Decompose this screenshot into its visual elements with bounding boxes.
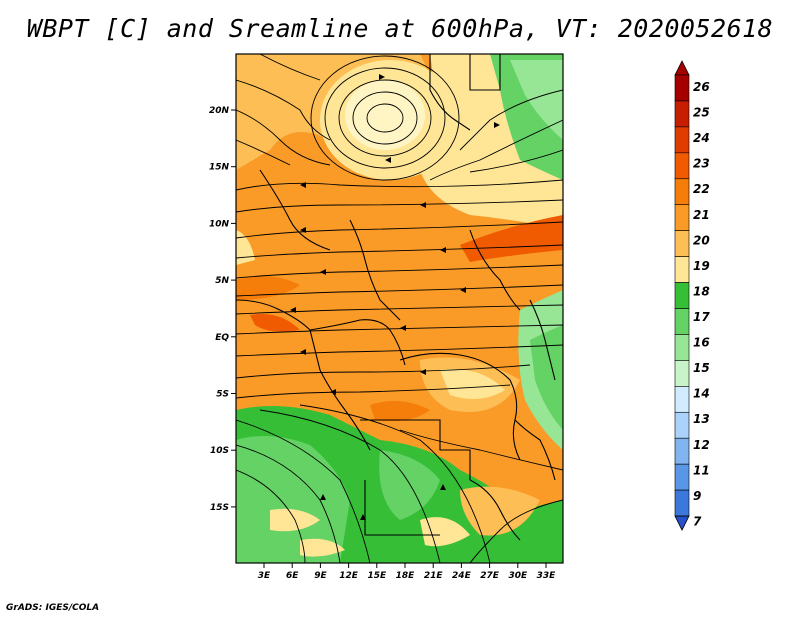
colorbar-segment: [674, 308, 690, 335]
colorbar-label: 20: [693, 233, 710, 247]
lat-tick-label: 10S: [210, 446, 229, 456]
lon-tick-label: 9E: [314, 571, 327, 581]
colorbar-label: 25: [693, 106, 710, 120]
colorbar-top-arrow: [674, 60, 690, 76]
lon-tick-label: 6E: [286, 571, 299, 581]
colorbar-label: 18: [693, 284, 710, 298]
colorbar-label: 24: [693, 131, 710, 145]
streamlines: [236, 54, 563, 563]
colorbar-segment: [674, 437, 690, 465]
colorbar-segment: [674, 100, 690, 128]
lat-tick-label: 5S: [216, 390, 229, 400]
colorbar-label: 7: [693, 514, 702, 528]
lat-tick-label: 15N: [209, 163, 230, 173]
colorbar-segment: [674, 463, 690, 491]
colorbar-label: 15: [693, 361, 710, 375]
map-frame: [235, 53, 564, 564]
country-borders: [236, 54, 556, 541]
lon-tick-label: 3E: [258, 571, 271, 581]
lat-tick-label: 15S: [210, 503, 229, 513]
lon-tick-label: 33E: [537, 571, 557, 581]
grads-credit: GrADS: IGES/COLA: [6, 603, 100, 613]
colorbar-segment: [674, 360, 690, 387]
colorbar-segment: [674, 178, 690, 206]
colorbar-label: 23: [693, 157, 710, 171]
lat-tick-label: 10N: [209, 219, 230, 229]
lat-tick-label: EQ: [215, 333, 229, 343]
latitude-axis: 20N 15N 10N 5N EQ 5S 10S 15S: [209, 106, 236, 513]
colorbar-label: 13: [693, 412, 710, 426]
colorbar-label: 17: [693, 310, 710, 324]
colorbar-segment: [674, 256, 690, 283]
colorbar-segment: [674, 126, 690, 154]
lon-tick-label: 18E: [396, 571, 416, 581]
colorbar-label: 22: [693, 182, 710, 196]
colorbar-segment: [674, 74, 690, 102]
colorbar-label: 11: [693, 463, 710, 477]
lat-tick-label: 20N: [209, 106, 230, 116]
longitude-axis: 3E 6E 9E 12E 15E 18E 21E 24E 27E 30E 33E: [258, 563, 556, 581]
colorbar-segment: [674, 204, 690, 231]
colorbar-labels: 26 25 24 23 22 21 20 19 18 17 16 15 14 13 12 11 9 7: [693, 80, 710, 528]
lon-tick-label: 21E: [424, 571, 444, 581]
colorbar-label: 16: [693, 336, 710, 350]
colorbar: [674, 60, 690, 531]
colorbar-label: 19: [693, 259, 710, 273]
lat-tick-label: 5N: [215, 276, 229, 286]
colorbar-segment: [674, 489, 690, 517]
colorbar-segment: [674, 386, 690, 413]
lon-tick-label: 27E: [480, 571, 500, 581]
chart-title: WBPT [C] and Sreamline at 600hPa, VT: 20…: [26, 14, 774, 43]
colorbar-bottom-arrow: [674, 515, 690, 531]
colorbar-segment: [674, 282, 690, 309]
colorbar-segment: [674, 230, 690, 257]
colorbar-segment: [674, 334, 690, 361]
colorbar-segment: [674, 152, 690, 180]
colorbar-label: 9: [693, 489, 701, 503]
colorbar-label: 12: [693, 438, 710, 452]
colorbar-segment: [674, 411, 690, 439]
lon-tick-label: 30E: [508, 571, 528, 581]
lon-tick-label: 24E: [452, 571, 472, 581]
colorbar-label: 14: [693, 387, 710, 401]
colorbar-label: 21: [693, 208, 710, 222]
lon-tick-label: 12E: [339, 571, 359, 581]
lon-tick-label: 15E: [367, 571, 387, 581]
colorbar-label: 26: [693, 80, 710, 94]
